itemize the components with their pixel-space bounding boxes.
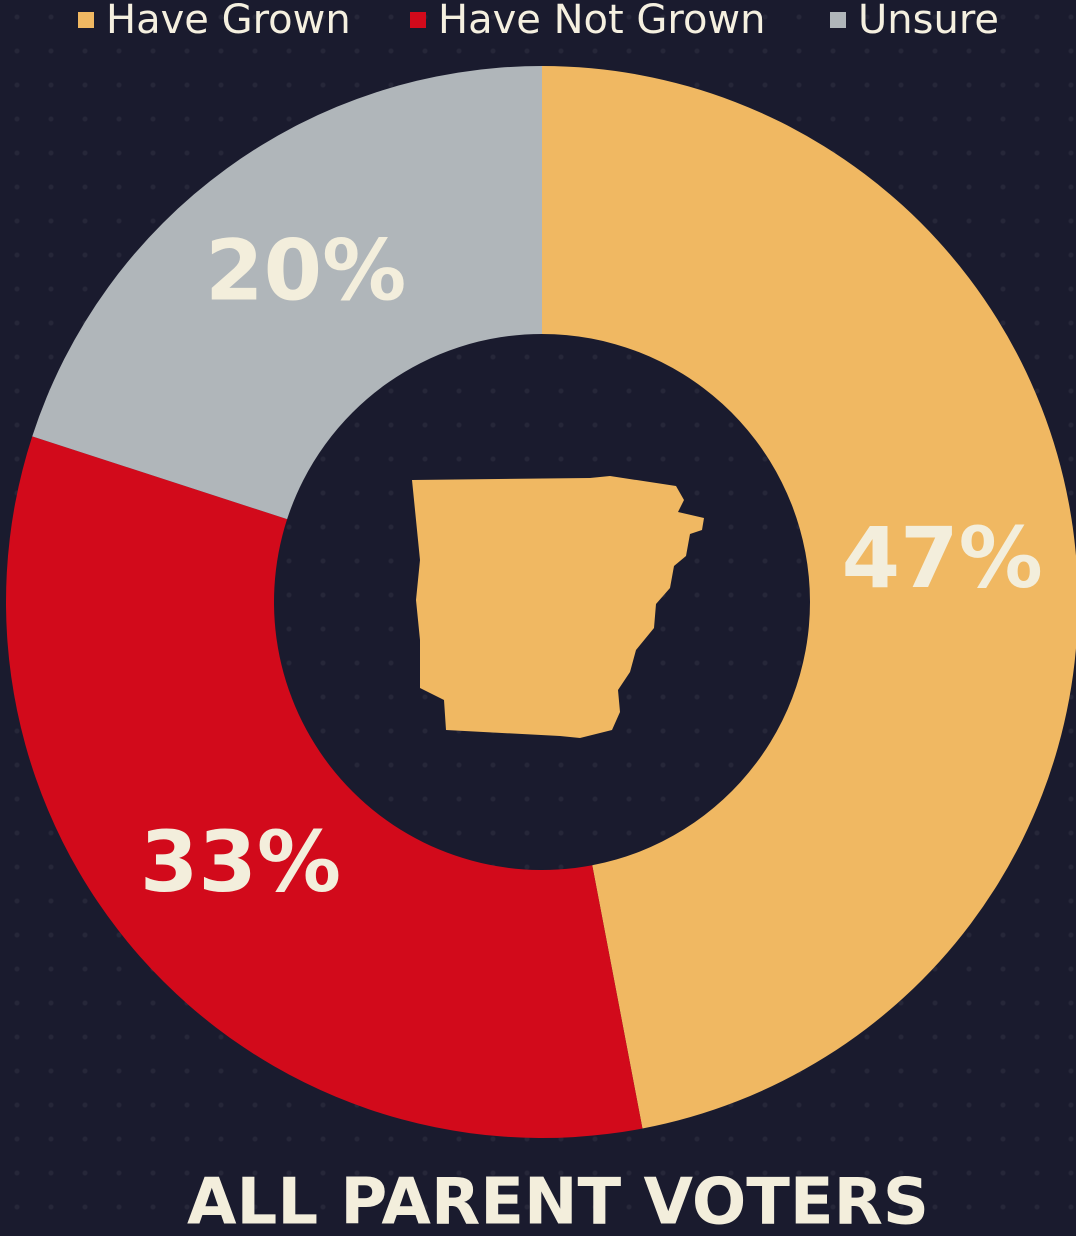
legend: Have Grown Have Not Grown Unsure [78, 0, 999, 43]
value-labels: 47% 33% 20% [140, 222, 1043, 911]
legend-swatch [410, 12, 426, 28]
legend-label: Unsure [858, 0, 999, 43]
legend-label: Have Grown [106, 0, 351, 43]
slice [542, 66, 1076, 1129]
legend-swatch [78, 12, 94, 28]
legend-label: Have Not Grown [438, 0, 765, 43]
state-icon [412, 476, 704, 738]
slice [32, 66, 543, 520]
value-label: 33% [140, 813, 341, 911]
slice [5, 436, 643, 1138]
legend-swatch [830, 12, 846, 28]
slices [5, 66, 1076, 1138]
value-label: 47% [842, 509, 1043, 607]
chart-title: ALL PARENT VOTERS [187, 1166, 929, 1236]
value-label: 20% [205, 222, 406, 320]
